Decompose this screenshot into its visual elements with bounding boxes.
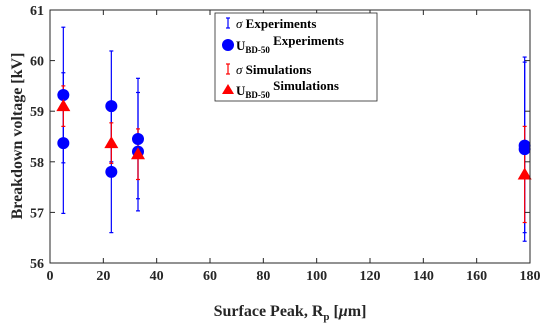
y-axis-label: Breakdown voltage [kV] xyxy=(9,53,26,220)
y-tick-label: 61 xyxy=(30,4,44,19)
experiments-point xyxy=(105,165,118,178)
svg-text:UBD-50 Experiments: UBD-50 Experiments xyxy=(236,33,344,55)
experiments-point xyxy=(57,89,70,102)
simulations-point xyxy=(56,99,71,112)
simulations-point xyxy=(517,167,532,180)
x-tick-label: 20 xyxy=(96,269,110,284)
axis-ticks: 0 20 40 60 80 100 120 140 160 180 56 57 58 59 60 61 xyxy=(30,4,541,284)
y-tick-label: 57 xyxy=(30,206,44,221)
legend-item-ubd50-simulations: UBD-50 Simulations xyxy=(222,78,339,100)
experiments-point xyxy=(518,143,531,156)
y-tick-label: 58 xyxy=(30,156,44,171)
svg-text:σ Experiments: σ Experiments xyxy=(236,16,316,31)
x-tick-label: 60 xyxy=(203,269,217,284)
x-tick-label: 0 xyxy=(47,269,54,284)
simulations-point xyxy=(131,147,145,160)
legend-item-sigma-experiments: σ Experiments xyxy=(226,16,316,31)
legend: σ Experiments UBD-50 Experiments σ Simul… xyxy=(214,12,378,102)
y-tick-label: 56 xyxy=(30,257,44,272)
x-axis-label: Surface Peak, Rp [μm] xyxy=(214,303,367,323)
plot-frame xyxy=(49,9,531,264)
legend-triangle-icon xyxy=(222,84,234,94)
y-tick-label: 59 xyxy=(30,105,44,120)
legend-item-sigma-simulations: σ Simulations xyxy=(226,62,311,77)
x-tick-label: 120 xyxy=(360,269,381,284)
legend-item-ubd50-experiments: UBD-50 Experiments xyxy=(222,33,344,55)
experiments-point xyxy=(105,100,118,113)
svg-text:UBD-50 Simulations: UBD-50 Simulations xyxy=(236,78,339,100)
x-tick-label: 100 xyxy=(306,269,327,284)
legend-box xyxy=(214,12,378,102)
data-markers xyxy=(56,89,532,180)
x-tick-label: 40 xyxy=(150,269,164,284)
simulations-point xyxy=(104,136,119,149)
experiments-point xyxy=(132,133,144,146)
x-tick-label: 140 xyxy=(413,269,434,284)
x-tick-label: 160 xyxy=(466,269,487,284)
svg-text:σ Simulations: σ Simulations xyxy=(236,62,311,77)
experiments-point xyxy=(57,137,70,150)
legend-circle-icon xyxy=(222,39,234,51)
x-tick-label: 180 xyxy=(520,269,541,284)
x-tick-label: 80 xyxy=(256,269,270,284)
y-tick-label: 60 xyxy=(30,55,44,70)
